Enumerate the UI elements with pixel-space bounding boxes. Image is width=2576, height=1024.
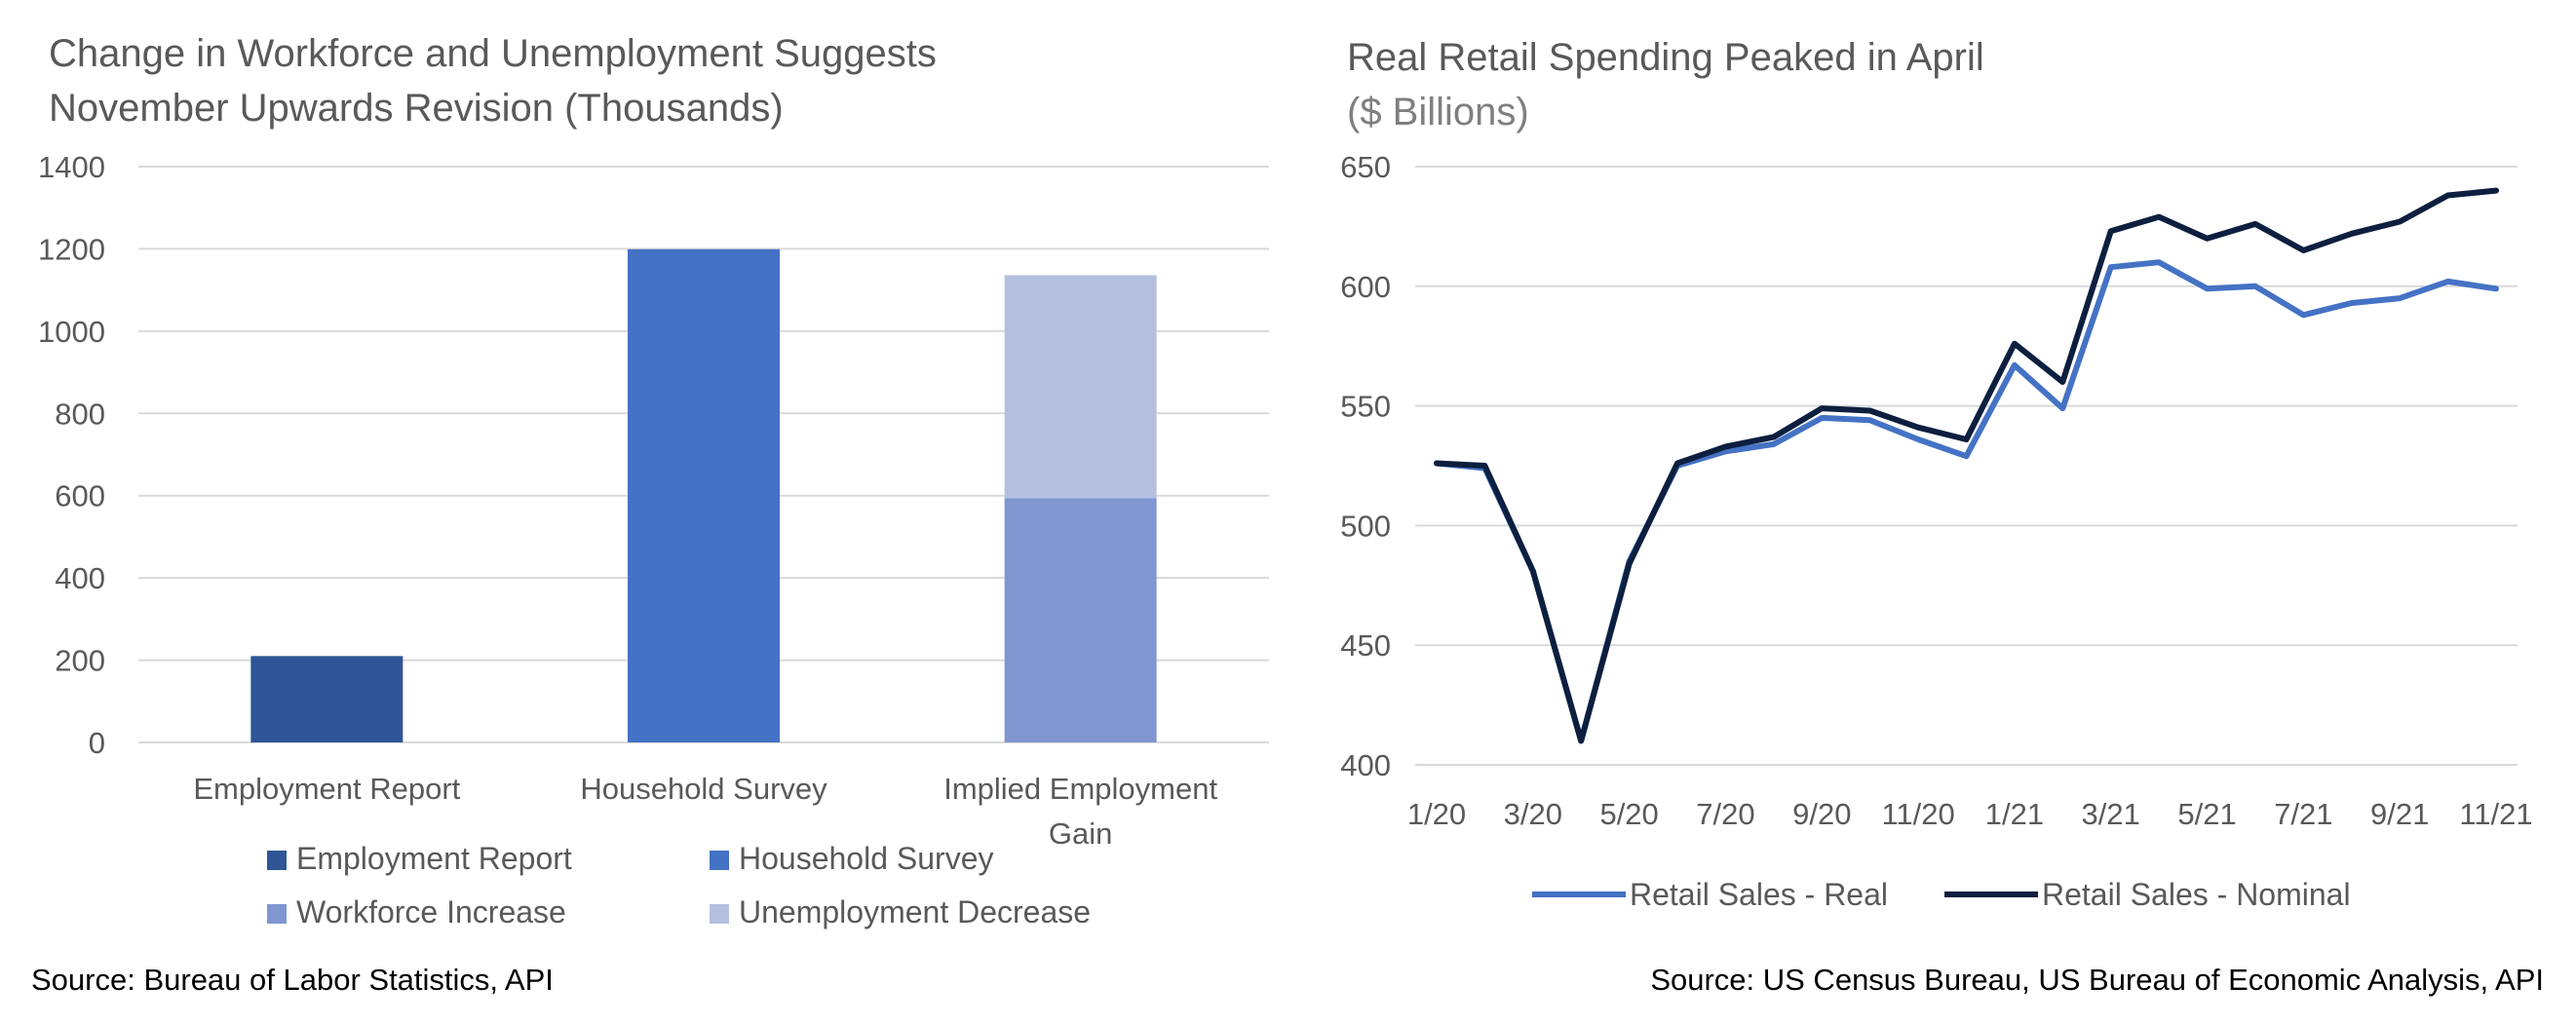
line-chart-x-tick: 1/20	[1407, 797, 1466, 831]
legend-swatch	[267, 851, 287, 870]
bar-chart-category-label: Gain	[1049, 816, 1112, 851]
bar-chart-legend: Employment Report Household Survey Workfor…	[267, 841, 1091, 929]
line-chart-x-tick: 3/20	[1504, 797, 1562, 831]
bar-chart-x-axis: Employment Report Household Survey Implied…	[193, 772, 1217, 851]
bar-chart-category-label: Employment Report	[193, 772, 460, 806]
retail-line-chart: Real Retail Spending Peaked in April ($ …	[1340, 36, 2544, 997]
legend-label: Household Survey	[739, 841, 993, 876]
line-chart-series	[1434, 187, 2499, 744]
line-chart-y-tick: 650	[1340, 150, 1391, 184]
line-chart-x-tick: 3/21	[2082, 797, 2140, 831]
line-chart-x-tick: 5/21	[2177, 797, 2236, 831]
bar-employment-report	[250, 656, 404, 742]
line-chart-x-tick: 11/21	[2459, 797, 2532, 831]
employment-bar-chart: Change in Workforce and Unemployment Sug…	[31, 32, 1269, 997]
legend-swatch	[710, 851, 729, 870]
line-chart-y-tick: 400	[1340, 748, 1391, 782]
bar-chart-y-tick: 1200	[38, 232, 105, 266]
legend-label: Retail Sales - Nominal	[2042, 877, 2351, 912]
bar-chart-y-axis: 0 200 400 600 800 1000 1200 1400	[38, 150, 105, 760]
line-chart-y-tick: 600	[1340, 270, 1391, 304]
line-chart-legend: Retail Sales - Real Retail Sales - Nomina…	[1532, 877, 2351, 912]
bar-chart-source: Source: Bureau of Labor Statistics, API	[31, 963, 554, 997]
bar-chart-title-line-1: Change in Workforce and Unemployment Sug…	[49, 32, 937, 75]
legend-swatch	[710, 904, 729, 924]
bar-chart-y-tick: 800	[55, 397, 105, 431]
bar-chart-y-tick: 1000	[38, 315, 105, 349]
bar-chart-y-tick: 400	[55, 561, 105, 595]
line-retail-sales-real	[1434, 259, 2499, 744]
line-chart-x-tick: 5/20	[1599, 797, 1658, 831]
line-chart-y-tick: 500	[1340, 509, 1391, 543]
legend-swatch	[267, 904, 287, 924]
line-chart-x-tick: 7/21	[2274, 797, 2332, 831]
bar-workforce-increase	[1004, 498, 1157, 742]
line-chart-x-tick: 7/20	[1696, 797, 1754, 831]
bar-chart-category-label: Implied Employment	[943, 772, 1217, 806]
line-chart-source: Source: US Census Bureau, US Bureau of E…	[1650, 963, 2544, 997]
bar-chart-y-tick: 1400	[38, 150, 105, 184]
bar-household-survey	[628, 248, 780, 742]
bar-chart-y-tick: 600	[55, 479, 105, 513]
line-chart-x-tick: 9/21	[2370, 797, 2429, 831]
line-chart-x-tick: 11/20	[1881, 797, 1954, 831]
legend-label: Workforce Increase	[296, 894, 566, 929]
legend-label: Employment Report	[296, 841, 572, 876]
line-chart-y-tick: 450	[1340, 628, 1391, 663]
bar-chart-y-tick: 0	[89, 726, 105, 760]
bar-chart-bars	[250, 248, 1157, 742]
bar-chart-title-line-2: November Upwards Revision (Thousands)	[49, 87, 784, 130]
line-chart-x-tick: 1/21	[1985, 797, 2044, 831]
line-chart-y-axis: 400 450 500 550 600 650	[1340, 150, 1391, 782]
bar-chart-y-tick: 200	[55, 644, 105, 678]
line-chart-x-axis: 1/20 3/20 5/20 7/20 9/20 11/20 1/21 3/21 5/21 7/2…	[1407, 797, 2533, 831]
line-chart-y-tick: 550	[1340, 390, 1391, 424]
legend-label: Unemployment Decrease	[739, 894, 1091, 929]
line-chart-gridlines	[1415, 166, 2518, 766]
line-retail-sales-nominal	[1434, 187, 2499, 744]
bar-unemployment-decrease	[1004, 275, 1157, 499]
line-chart-x-tick: 9/20	[1792, 797, 1851, 831]
line-chart-subtitle: ($ Billions)	[1347, 91, 1529, 133]
line-chart-title: Real Retail Spending Peaked in April	[1347, 36, 1984, 79]
bar-chart-category-label: Household Survey	[580, 772, 827, 806]
legend-label: Retail Sales - Real	[1630, 877, 1888, 912]
